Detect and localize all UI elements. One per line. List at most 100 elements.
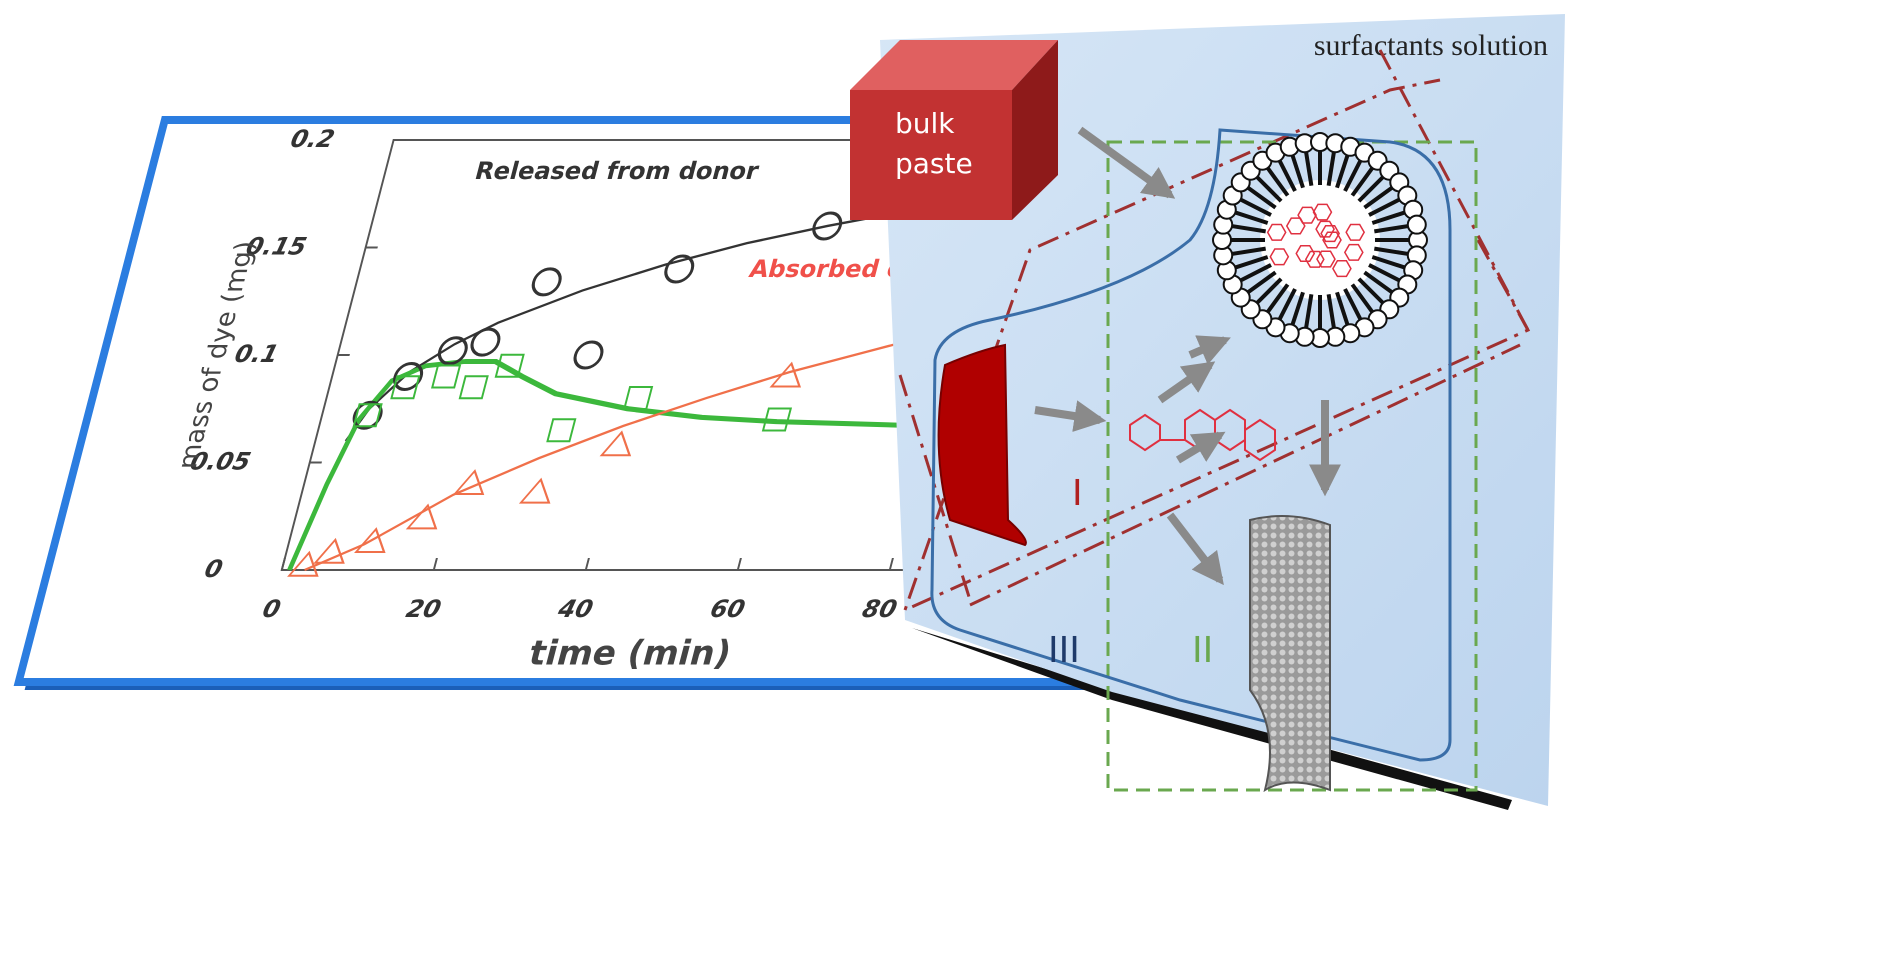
cube-side	[1012, 40, 1058, 220]
y-tick-label: 0.1	[232, 339, 282, 368]
dye-in-micelle	[1297, 206, 1317, 224]
surfactant-tail	[1343, 288, 1363, 322]
panel-shadow	[912, 628, 1512, 810]
dye-in-micelle	[1345, 223, 1366, 241]
surfactant-tail	[1238, 263, 1272, 283]
surfactant-tail	[1350, 166, 1375, 197]
region-label: I	[1072, 473, 1083, 514]
surfactant-tail	[1343, 158, 1363, 192]
point	[437, 336, 468, 366]
x-tick	[280, 558, 286, 570]
point	[761, 407, 793, 432]
point	[452, 469, 485, 495]
point	[769, 361, 802, 388]
surfactant-tail	[1254, 174, 1283, 203]
point	[812, 211, 843, 241]
fit-line	[304, 327, 953, 572]
dye-in-micelle	[1320, 225, 1340, 243]
dye-in-micelle	[1322, 231, 1342, 249]
region-i-boundary	[898, 374, 972, 601]
dye-in-micelle	[1316, 250, 1336, 268]
point	[354, 527, 386, 554]
bulk-cube: bulk paste	[850, 40, 1058, 220]
surfactant-tail	[1326, 294, 1337, 330]
point	[393, 362, 424, 391]
x-tick-label: 20	[403, 594, 444, 623]
surfactant-tail	[1326, 150, 1337, 186]
point	[470, 327, 501, 357]
point	[405, 503, 438, 530]
surfactant-tail	[1303, 294, 1314, 330]
point	[352, 403, 383, 428]
bulk-label: paste	[895, 147, 973, 180]
point	[390, 375, 421, 400]
surfactant-tail	[1374, 246, 1410, 257]
surfactant-tail	[1230, 246, 1266, 257]
y-tick-label: 0.15	[243, 232, 310, 261]
cube-top	[850, 40, 1058, 90]
surfactant-tail	[1371, 255, 1407, 270]
x-tick	[888, 558, 894, 570]
point	[287, 550, 319, 577]
x-tick-label: 40	[554, 594, 596, 623]
dye-in-micelle	[1295, 244, 1316, 263]
x-tick	[432, 558, 438, 570]
region-iii-boundary	[930, 128, 1452, 762]
surfactant-tail	[1277, 288, 1297, 322]
point	[313, 537, 345, 564]
surfactant-tail	[1374, 223, 1410, 234]
surfactant-tail	[1265, 283, 1290, 314]
dye-in-micelle	[1269, 248, 1290, 266]
y-tick-label: 0.05	[187, 447, 254, 476]
fit-line	[287, 358, 928, 571]
dye-in-micelle	[1266, 223, 1287, 241]
x-tick	[584, 558, 590, 570]
region-label: III	[1048, 630, 1080, 671]
dye-sheet	[937, 343, 1027, 547]
micelle	[1212, 132, 1428, 348]
point	[664, 254, 695, 284]
surfactant-tail	[1363, 185, 1394, 210]
surfactant-tail	[1246, 185, 1277, 210]
panel	[880, 14, 1565, 806]
point	[546, 418, 577, 443]
point	[531, 267, 562, 297]
surfactant-tail	[1357, 277, 1386, 306]
solution-label: surfactants solution	[1314, 29, 1548, 62]
surfactant-tail	[1290, 291, 1305, 327]
cube-front	[850, 90, 1012, 220]
surfactant-tail	[1233, 255, 1269, 270]
annotation: Released from donor	[472, 156, 762, 185]
surfactant-head	[1406, 214, 1427, 235]
surfactant-tail	[1265, 166, 1290, 197]
dye-in-micelle	[1315, 220, 1335, 238]
dye-in-micelle	[1343, 243, 1364, 261]
dye-in-micelle	[1312, 203, 1333, 221]
arrows	[1034, 126, 1341, 586]
point	[352, 400, 383, 430]
region-label: II	[1192, 630, 1213, 671]
surfactant-tail	[1350, 283, 1375, 314]
dye-in-micelle	[1332, 260, 1352, 278]
point	[430, 364, 462, 389]
surfactant-tail	[1368, 263, 1402, 283]
dye-in-micelle	[1304, 250, 1325, 268]
surfactant-tail	[1335, 153, 1350, 189]
surfactant-tail	[1246, 270, 1277, 295]
dye-in-micelle	[1285, 217, 1306, 235]
point	[458, 375, 489, 400]
surfactant-tail	[1335, 291, 1350, 327]
surfactant-tail	[1363, 270, 1394, 295]
surfactant-tail	[1277, 158, 1297, 192]
surfactant-tail	[1254, 277, 1283, 306]
diagram-panel: surfactants solution	[850, 14, 1565, 810]
surfactant-tail	[1357, 174, 1386, 203]
annotation: Absorbed o	[746, 254, 907, 283]
x-tick-label: 80	[859, 594, 900, 623]
point	[518, 477, 551, 504]
surfactant-tail	[1290, 153, 1305, 189]
y-tick-label: 0.2	[288, 124, 338, 153]
point	[573, 340, 604, 370]
